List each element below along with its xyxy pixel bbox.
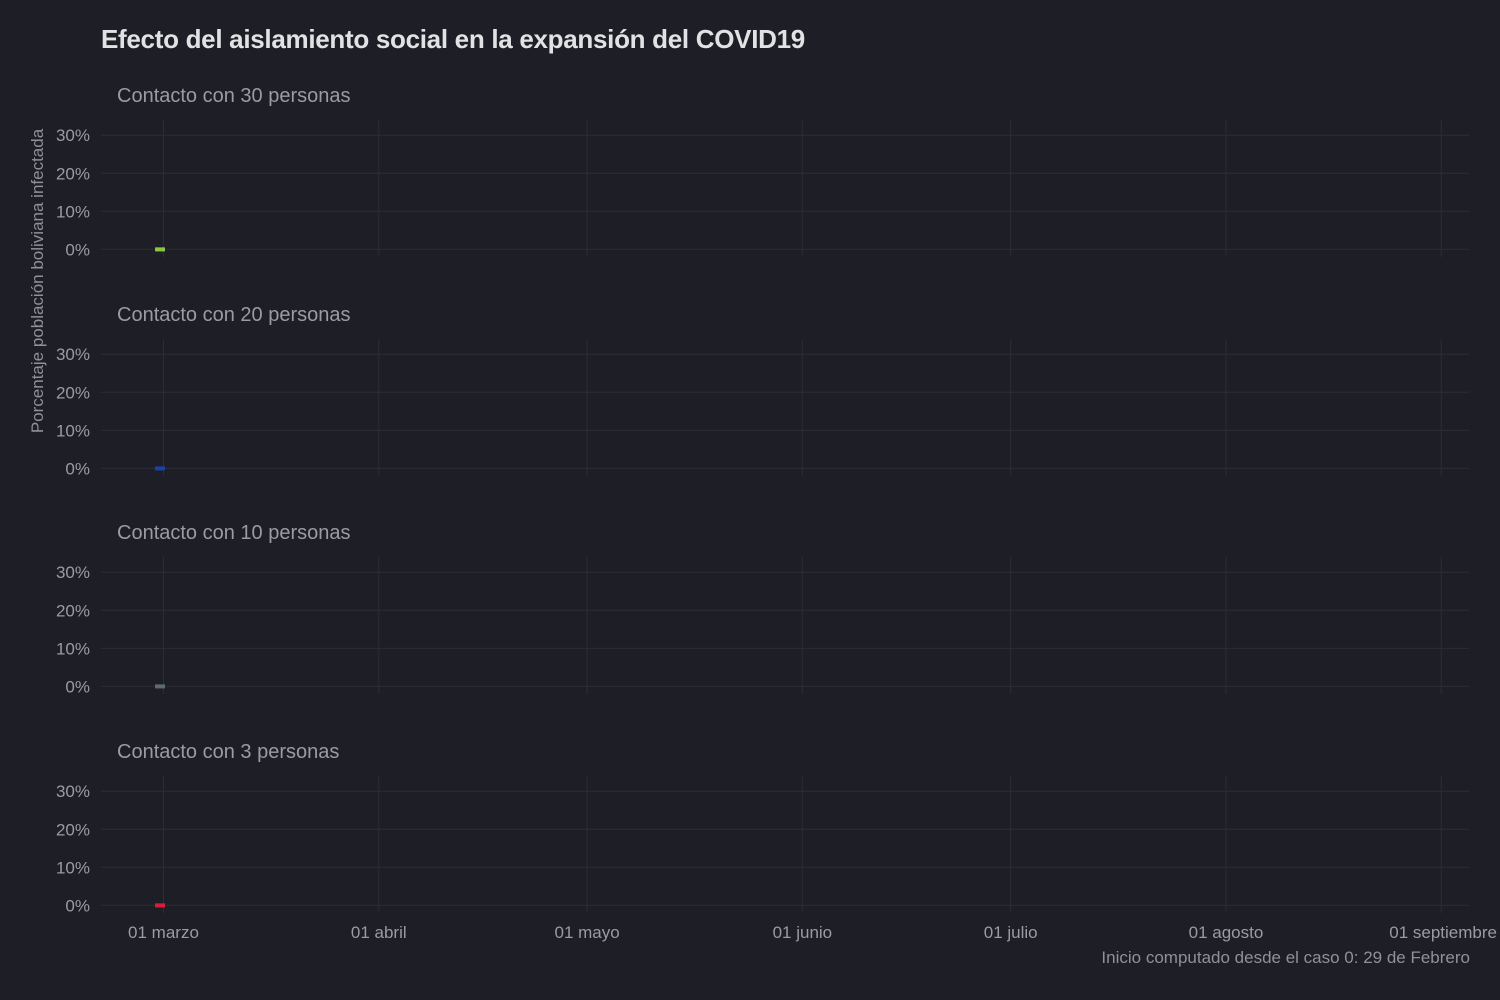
x-tick-label: 01 mayo bbox=[554, 923, 619, 942]
y-tick-label: 30% bbox=[56, 563, 90, 582]
x-tick-label: 01 julio bbox=[984, 923, 1038, 942]
x-tick-label: 01 septiembre bbox=[1389, 923, 1497, 942]
panel-title: Contacto con 20 personas bbox=[117, 304, 351, 326]
chart-caption: Inicio computado desde el caso 0: 29 de … bbox=[1101, 948, 1470, 967]
panel-title: Contacto con 10 personas bbox=[117, 522, 351, 544]
y-tick-label: 10% bbox=[56, 202, 90, 221]
data-point bbox=[155, 903, 159, 908]
y-tick-label: 0% bbox=[65, 677, 90, 696]
y-tick-label: 10% bbox=[56, 421, 90, 440]
data-point bbox=[161, 247, 165, 252]
y-tick-label: 10% bbox=[56, 639, 90, 658]
data-point bbox=[155, 684, 159, 689]
y-tick-label: 30% bbox=[56, 782, 90, 801]
y-tick-label: 30% bbox=[56, 126, 90, 145]
y-tick-label: 10% bbox=[56, 858, 90, 877]
y-tick-label: 20% bbox=[56, 820, 90, 839]
y-tick-label: 20% bbox=[56, 601, 90, 620]
data-point bbox=[161, 466, 165, 471]
panel-title: Contacto con 30 personas bbox=[117, 85, 351, 107]
y-tick-label: 20% bbox=[56, 383, 90, 402]
chart-title: Efecto del aislamiento social en la expa… bbox=[101, 24, 805, 54]
y-tick-label: 0% bbox=[65, 896, 90, 915]
x-tick-label: 01 abril bbox=[351, 923, 407, 942]
y-tick-label: 0% bbox=[65, 459, 90, 478]
x-tick-label: 01 agosto bbox=[1189, 923, 1264, 942]
x-tick-label: 01 marzo bbox=[128, 923, 199, 942]
data-point bbox=[161, 903, 165, 908]
y-tick-label: 20% bbox=[56, 164, 90, 183]
data-point bbox=[155, 466, 159, 471]
y-tick-label: 0% bbox=[65, 240, 90, 259]
data-point bbox=[161, 684, 165, 689]
data-point bbox=[155, 247, 159, 252]
y-tick-label: 30% bbox=[56, 345, 90, 364]
x-tick-label: 01 junio bbox=[773, 923, 833, 942]
panel-title: Contacto con 3 personas bbox=[117, 741, 339, 763]
